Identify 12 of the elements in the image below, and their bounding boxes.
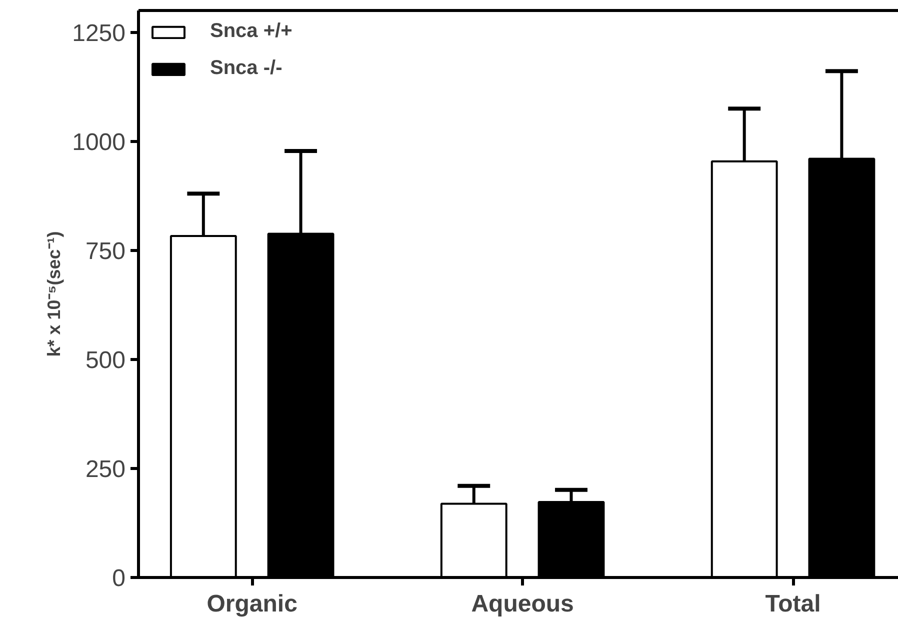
y-tick-label: 500: [85, 346, 126, 374]
y-axis-title: k* x 10⁻⁵(sec⁻¹): [44, 231, 64, 357]
y-tick-label: 1000: [72, 128, 126, 156]
x-tick-label: Aqueous: [471, 590, 574, 618]
legend-label: Snca -/-: [210, 57, 282, 80]
legend-label: Snca +/+: [210, 20, 292, 43]
x-tick-label: Organic: [206, 590, 298, 618]
y-tick-label: 250: [85, 456, 126, 483]
x-tick-label: Total: [765, 590, 821, 618]
y-tick-label: 0: [112, 565, 126, 592]
y-tick-label: 750: [85, 238, 126, 265]
y-tick-label: 1250: [72, 20, 126, 47]
